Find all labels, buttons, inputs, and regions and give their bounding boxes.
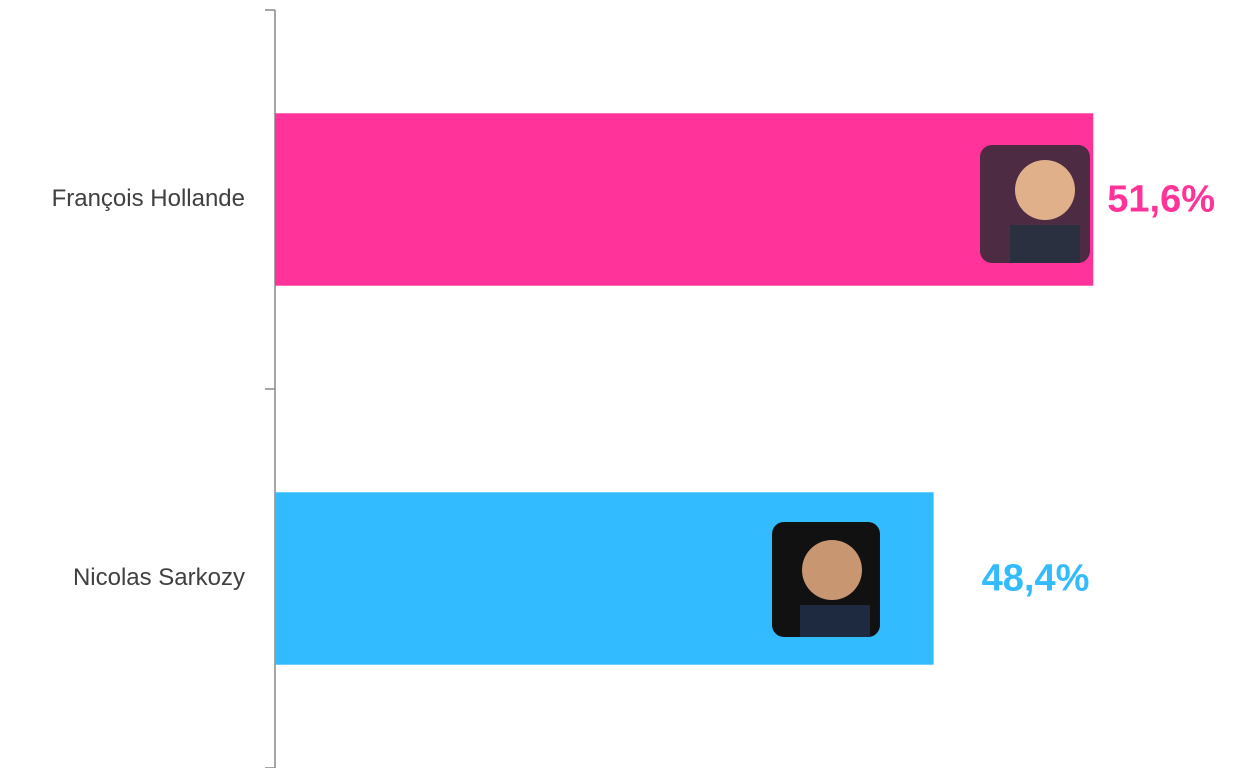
portrait	[980, 145, 1090, 263]
category-label: Nicolas Sarkozy	[73, 564, 245, 591]
bar	[275, 113, 1094, 286]
category-label: François Hollande	[52, 185, 245, 212]
bars	[275, 113, 1094, 665]
value-label: 51,6%	[1107, 179, 1215, 221]
value-label: 48,4%	[982, 558, 1090, 600]
portrait	[772, 522, 880, 637]
